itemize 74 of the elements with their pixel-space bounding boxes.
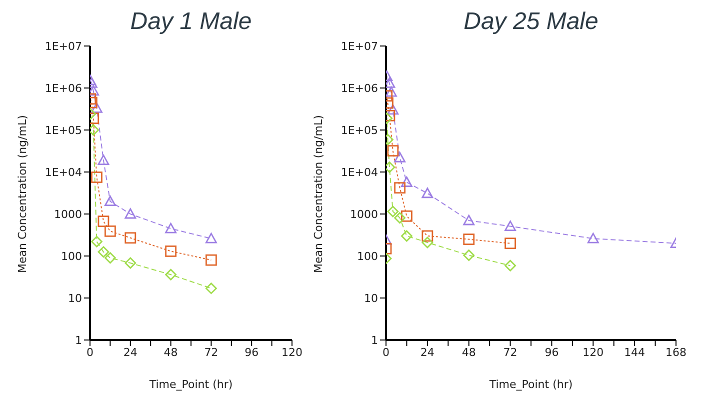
- y-axis-title: Mean Concentration (ng/mL): [16, 115, 29, 273]
- x-tick-label: 96: [244, 346, 259, 359]
- y-tick-label: 1E+04: [44, 166, 82, 179]
- point: [104, 225, 116, 237]
- point: [165, 222, 176, 234]
- point: [401, 230, 412, 242]
- point: [394, 212, 406, 224]
- point: [587, 232, 599, 244]
- point: [463, 214, 475, 226]
- y-tick-label: 1000: [350, 208, 378, 221]
- x-tick-label: 48: [462, 346, 476, 359]
- point: [206, 254, 217, 266]
- y-tick-label: 10: [68, 292, 82, 305]
- y-tick-label: 1: [75, 334, 82, 347]
- point: [98, 216, 110, 228]
- x-tick-label: 168: [666, 346, 686, 359]
- point: [91, 172, 102, 183]
- x-tick-label: 24: [123, 346, 138, 359]
- x-tick-label: 0: [382, 346, 390, 359]
- x-tick-label: 144: [624, 346, 646, 359]
- y-tick-label: 1000: [54, 208, 82, 221]
- point: [165, 268, 176, 280]
- y-tick-label: 1E+07: [44, 40, 82, 53]
- y-tick-label: 100: [61, 250, 82, 263]
- x-tick-label: 72: [204, 346, 218, 359]
- point: [422, 230, 434, 242]
- point: [386, 86, 397, 97]
- point: [387, 206, 399, 218]
- point: [401, 176, 412, 187]
- chart-title: Day 1 Male: [129, 8, 253, 37]
- x-tick-label: 72: [503, 346, 518, 359]
- point: [387, 145, 399, 156]
- x-tick-label: 24: [420, 346, 434, 359]
- x-tick-label: 120: [582, 346, 604, 359]
- point: [394, 182, 406, 194]
- x-axis-title: Time_Point (hr): [148, 378, 233, 391]
- point: [504, 220, 516, 231]
- point: [104, 252, 116, 264]
- x-tick-label: 48: [164, 346, 178, 359]
- point: [98, 154, 110, 165]
- y-tick-label: 1E+05: [44, 124, 82, 137]
- point: [504, 260, 516, 272]
- point: [91, 102, 102, 113]
- x-tick-label: 0: [86, 346, 94, 359]
- y-tick-label: 10: [364, 292, 378, 305]
- point: [463, 234, 475, 245]
- point: [124, 232, 136, 244]
- point: [124, 208, 136, 219]
- point: [124, 257, 136, 269]
- y-tick-label: 1: [371, 334, 378, 347]
- y-tick-label: 1E+06: [44, 82, 82, 95]
- x-tick-label: 120: [282, 346, 302, 359]
- point: [463, 250, 475, 261]
- y-tick-label: 100: [357, 250, 378, 263]
- point: [206, 282, 217, 294]
- point: [394, 152, 406, 162]
- y-tick-label: 1E+06: [340, 82, 378, 95]
- point: [422, 188, 434, 198]
- y-axis-title: Mean Concentration (ng/mL): [312, 115, 325, 273]
- point: [504, 238, 516, 250]
- point: [165, 246, 176, 257]
- point: [387, 104, 399, 115]
- chart-title: Day 25 Male: [462, 8, 600, 37]
- point: [98, 246, 110, 258]
- y-tick-label: 1E+04: [340, 166, 378, 179]
- y-tick-label: 1E+05: [340, 124, 378, 137]
- point: [401, 210, 412, 222]
- x-tick-label: 96: [544, 346, 559, 359]
- point: [422, 236, 434, 248]
- y-tick-label: 1E+07: [340, 40, 378, 53]
- x-axis-title: Time_Point (hr): [488, 378, 573, 391]
- point: [91, 236, 102, 248]
- point: [206, 232, 217, 244]
- point: [104, 196, 116, 206]
